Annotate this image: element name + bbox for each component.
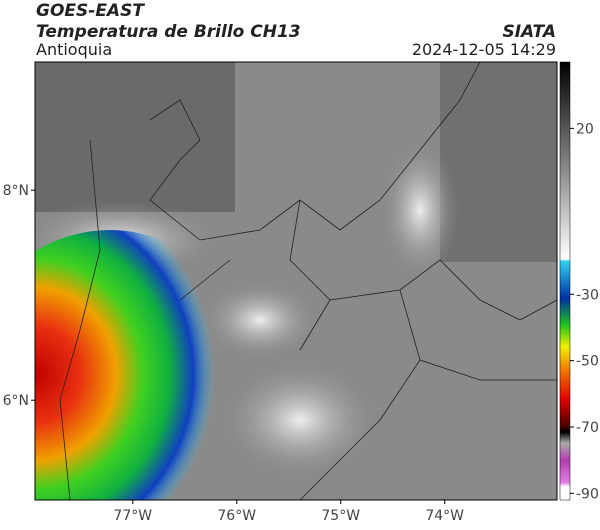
x-tick-label: 75°W bbox=[321, 508, 360, 524]
colorbar-tick-label: -90 bbox=[576, 486, 599, 502]
colorbar-tick-label: 20 bbox=[576, 121, 594, 137]
colorbar-tick-label: -50 bbox=[576, 354, 599, 370]
colorbar-tick-label: -70 bbox=[576, 420, 599, 436]
x-tick-label: 76°W bbox=[217, 508, 256, 524]
x-tick-label: 77°W bbox=[113, 508, 152, 524]
colorbar bbox=[559, 61, 571, 501]
y-tick-label: 8°N bbox=[3, 183, 29, 199]
title: GOES-EAST bbox=[36, 1, 145, 21]
x-tick-label: 74°W bbox=[425, 508, 464, 524]
region: Antioquia bbox=[36, 40, 112, 59]
source: SIATA bbox=[502, 22, 556, 42]
subtitle: Temperatura de Brillo CH13 bbox=[36, 22, 301, 42]
y-tick-label: 6°N bbox=[3, 393, 29, 409]
map-frame bbox=[34, 61, 558, 501]
colorbar-tick-label: -30 bbox=[576, 287, 599, 303]
timestamp: 2024-12-05 14:29 bbox=[412, 40, 556, 59]
satellite-image bbox=[35, 62, 557, 500]
